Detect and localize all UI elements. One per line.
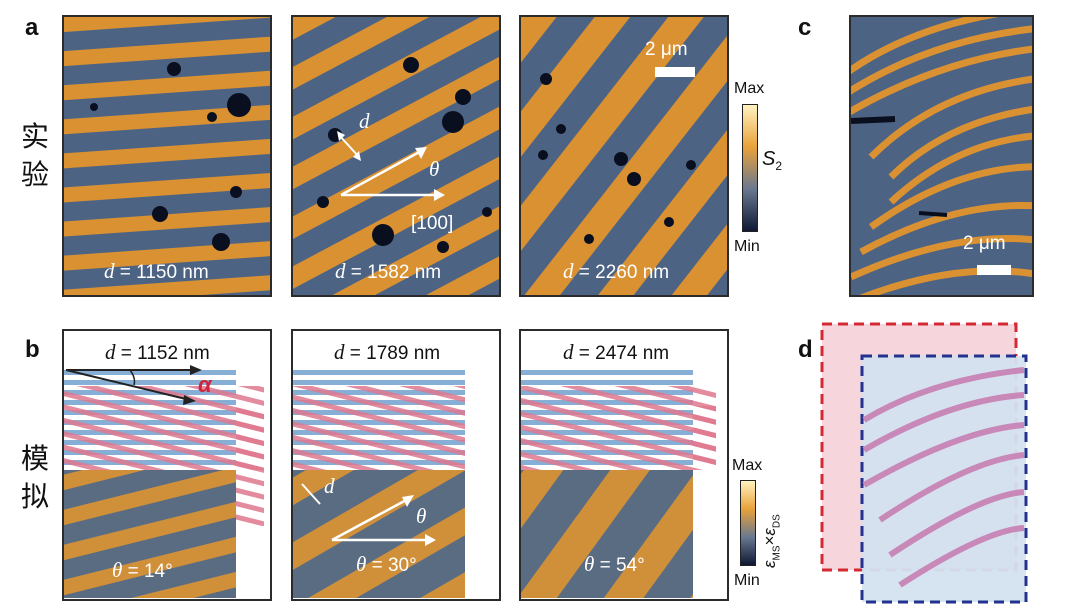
simulation-theta-label-3: θ = 54° bbox=[584, 552, 645, 576]
experiment-image-1: d = 1150 nm bbox=[62, 15, 272, 297]
experiment-scale-bar-label: 2 μm bbox=[645, 39, 688, 60]
colorbar-a-variable: S2 bbox=[762, 148, 783, 173]
experiment-d-label-1: d = 1150 nm bbox=[104, 259, 209, 283]
experiment-image-2: d θ [100] d = 1582 nm bbox=[291, 15, 501, 297]
colorbar-b-max: Max bbox=[732, 457, 763, 474]
simulation-d-label-1: d = 1152 nm bbox=[105, 340, 210, 364]
colorbar-a-min: Min bbox=[734, 238, 760, 255]
alpha-label: α bbox=[198, 372, 212, 397]
row-label-experiment: 实验 bbox=[20, 120, 49, 191]
colorbar-b-min: Min bbox=[734, 572, 760, 589]
direction-100-label: [100] bbox=[411, 213, 454, 234]
colorbar-a bbox=[742, 104, 758, 232]
colorbar-b-variable: εMS×εDS bbox=[760, 514, 783, 568]
simulation-arrow-d-label: d bbox=[324, 474, 335, 498]
experiment-d-label-2: d = 1582 nm bbox=[335, 259, 442, 283]
simulation-d-label-3: d = 2474 nm bbox=[563, 340, 670, 364]
colorbar-b bbox=[740, 480, 756, 566]
panel-label-a: a bbox=[25, 14, 39, 41]
experiment-arrow-theta-label: θ bbox=[429, 157, 440, 181]
panel-c-image: 2 μm bbox=[849, 15, 1034, 297]
experiment-d-label-3: d = 2260 nm bbox=[563, 259, 670, 283]
experiment-image-3: 2 μm d = 2260 nm bbox=[519, 15, 729, 297]
simulation-d-label-2: d = 1789 nm bbox=[334, 340, 441, 364]
colorbar-a-max: Max bbox=[734, 80, 765, 97]
simulation-theta-label-2: θ = 30° bbox=[356, 552, 417, 576]
row-label-simulation: 模拟 bbox=[20, 442, 49, 513]
panel-label-b: b bbox=[25, 336, 40, 363]
experiment-arrow-d-label: d bbox=[359, 109, 370, 133]
panel-c-scale-bar-label: 2 μm bbox=[963, 233, 1006, 254]
panel-label-c: c bbox=[798, 14, 812, 41]
panel-label-d: d bbox=[798, 336, 813, 363]
simulation-theta-label-1: θ = 14° bbox=[112, 558, 173, 582]
simulation-arrow-theta-label: θ bbox=[416, 504, 427, 528]
